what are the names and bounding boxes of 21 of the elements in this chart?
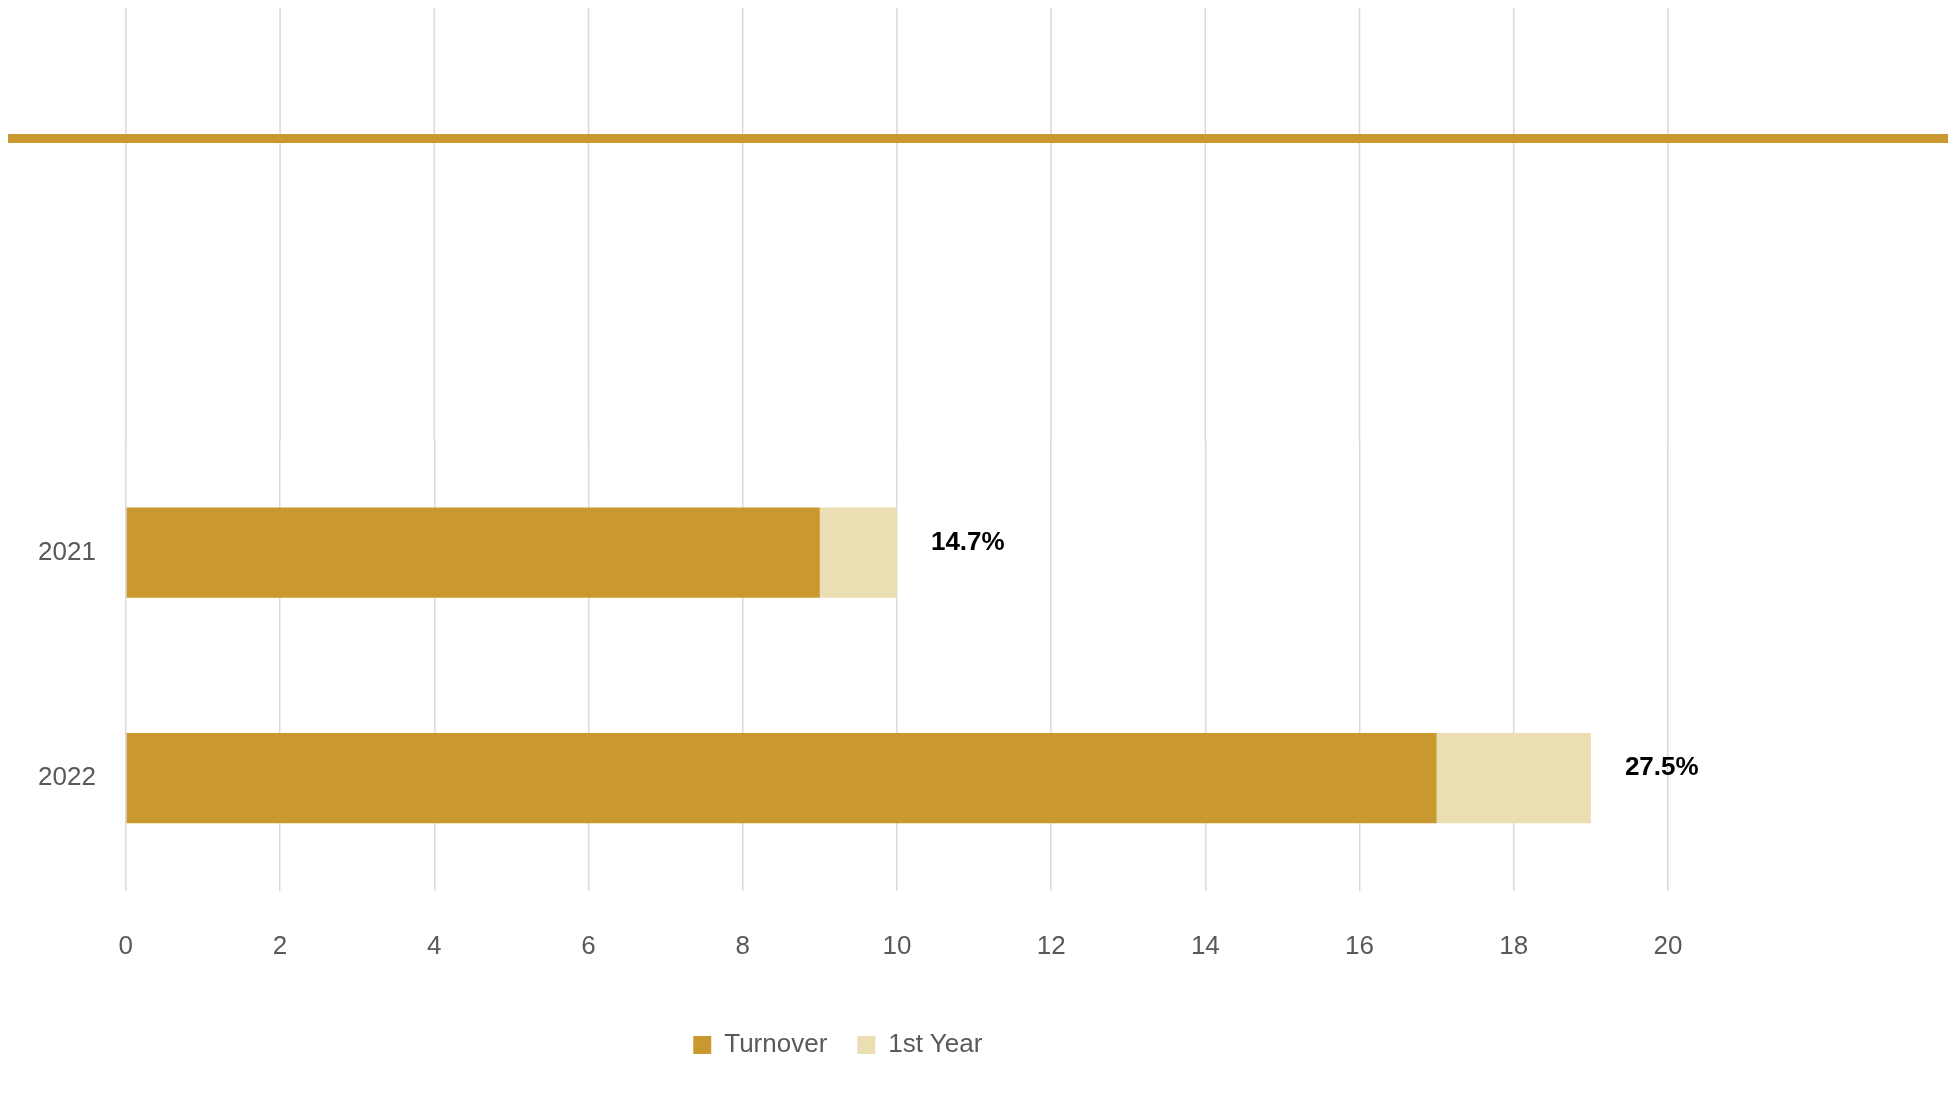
y-tick-label: 2021	[38, 535, 96, 566]
bar	[819, 507, 897, 598]
x-tick-label: 12	[1036, 929, 1066, 960]
annotation: 14.7%	[930, 525, 1005, 556]
x-tick-label: 8	[735, 929, 750, 960]
x-tick-label: 16	[1345, 929, 1375, 960]
x-tick-label: 10	[882, 929, 912, 960]
bar	[126, 507, 820, 598]
bar	[126, 733, 1437, 824]
x-tick-label: 0	[118, 929, 134, 960]
x-tick-label: 14	[1190, 929, 1220, 960]
x-tick-label: 18	[1499, 929, 1529, 960]
x-tick-label: 2	[272, 929, 288, 960]
x-tick-label: 4	[427, 929, 442, 960]
legend-label: 1st Year	[888, 1028, 983, 1059]
y-tick-label: 2022	[38, 761, 96, 792]
bar	[1436, 733, 1591, 824]
legend-label: Turnover	[724, 1028, 828, 1059]
x-tick-label: 6	[581, 929, 596, 960]
x-tick-label: 20	[1653, 929, 1683, 960]
annotation: 27.5%	[1624, 751, 1699, 782]
